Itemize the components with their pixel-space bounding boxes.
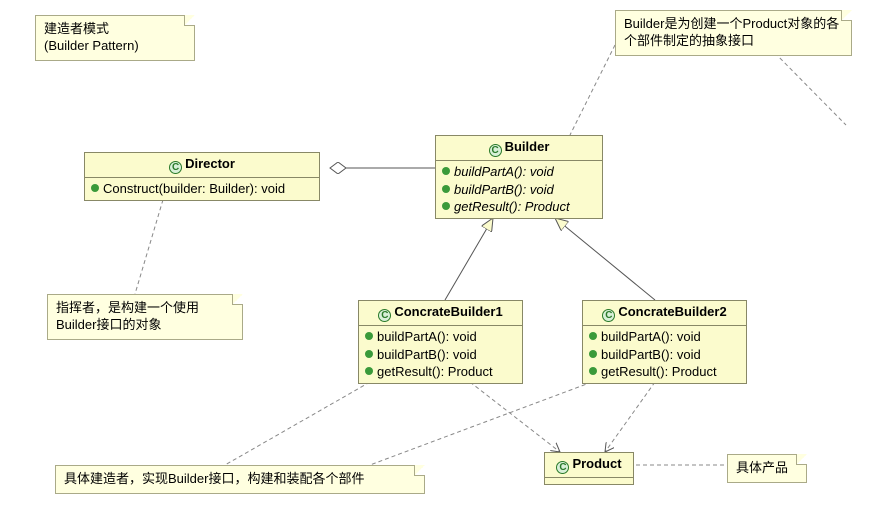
member-text: buildPartB(): void bbox=[601, 347, 701, 362]
member-text: getResult(): Product bbox=[377, 364, 493, 379]
public-icon bbox=[365, 332, 373, 340]
member-text: buildPartB(): void bbox=[454, 182, 554, 197]
public-icon bbox=[442, 185, 450, 193]
member-text: buildPartA(): void bbox=[601, 329, 701, 344]
class-cb2-name: ConcrateBuilder2 bbox=[618, 304, 726, 319]
note-director-line2: Builder接口的对象 bbox=[56, 317, 234, 334]
note-title-line2: (Builder Pattern) bbox=[44, 38, 186, 55]
edge-cb2-builder bbox=[555, 218, 655, 300]
public-icon bbox=[589, 332, 597, 340]
member: getResult(): Product bbox=[365, 363, 516, 381]
member-text: buildPartA(): void bbox=[377, 329, 477, 344]
note-builder-text: Builder是为创建一个Product对象的各个部件制定的抽象接口 bbox=[624, 16, 839, 48]
public-icon bbox=[365, 367, 373, 375]
class-director-members: Construct(builder: Builder): void bbox=[85, 178, 319, 200]
member: Construct(builder: Builder): void bbox=[91, 180, 313, 198]
class-product-name: Product bbox=[572, 456, 621, 471]
public-icon bbox=[589, 350, 597, 358]
class-cb1-members: buildPartA(): void buildPartB(): void ge… bbox=[359, 326, 522, 383]
note-title-line1: 建造者模式 bbox=[44, 21, 186, 38]
member: getResult(): Product bbox=[442, 198, 596, 216]
class-builder-name: Builder bbox=[505, 139, 550, 154]
member-text: buildPartA(): void bbox=[454, 164, 554, 179]
note-product-text: 具体产品 bbox=[736, 460, 788, 475]
class-concrate-builder2: CConcrateBuilder2 buildPartA(): void bui… bbox=[582, 300, 747, 384]
class-director-name: Director bbox=[185, 156, 235, 171]
class-product: CProduct bbox=[544, 452, 634, 485]
class-product-title: CProduct bbox=[545, 453, 633, 478]
public-icon bbox=[365, 350, 373, 358]
public-icon bbox=[442, 202, 450, 210]
note-concrete-text: 具体建造者，实现Builder接口，构建和装配各个部件 bbox=[64, 471, 364, 486]
public-icon bbox=[442, 167, 450, 175]
member-text: getResult(): Product bbox=[454, 199, 570, 214]
edge-cb1-product bbox=[470, 382, 560, 452]
member: buildPartA(): void bbox=[442, 163, 596, 181]
class-product-members bbox=[545, 478, 633, 484]
member: buildPartB(): void bbox=[589, 346, 740, 364]
class-icon: C bbox=[169, 161, 182, 174]
class-cb2-members: buildPartA(): void buildPartB(): void ge… bbox=[583, 326, 746, 383]
class-builder-members: buildPartA(): void buildPartB(): void ge… bbox=[436, 161, 602, 218]
class-builder: CBuilder buildPartA(): void buildPartB()… bbox=[435, 135, 603, 219]
class-icon: C bbox=[602, 309, 615, 322]
class-builder-title: CBuilder bbox=[436, 136, 602, 161]
link-note-builder-stub bbox=[770, 48, 846, 125]
class-cb2-title: CConcrateBuilder2 bbox=[583, 301, 746, 326]
public-icon bbox=[91, 184, 99, 192]
member: getResult(): Product bbox=[589, 363, 740, 381]
member-text: getResult(): Product bbox=[601, 364, 717, 379]
note-product: 具体产品 bbox=[727, 454, 807, 483]
class-icon: C bbox=[378, 309, 391, 322]
connectors bbox=[0, 0, 892, 530]
note-title: 建造者模式 (Builder Pattern) bbox=[35, 15, 195, 61]
note-builder: Builder是为创建一个Product对象的各个部件制定的抽象接口 bbox=[615, 10, 852, 56]
member-text: buildPartB(): void bbox=[377, 347, 477, 362]
member: buildPartB(): void bbox=[442, 181, 596, 199]
class-icon: C bbox=[489, 144, 502, 157]
note-concrete: 具体建造者，实现Builder接口，构建和装配各个部件 bbox=[55, 465, 425, 494]
link-note-cb1 bbox=[225, 382, 370, 465]
public-icon bbox=[589, 367, 597, 375]
class-director: CDirector Construct(builder: Builder): v… bbox=[84, 152, 320, 201]
member: buildPartB(): void bbox=[365, 346, 516, 364]
member: buildPartA(): void bbox=[365, 328, 516, 346]
link-note-director bbox=[135, 193, 165, 294]
note-director-line1: 指挥者，是构建一个使用 bbox=[56, 300, 234, 317]
edge-cb1-builder bbox=[445, 218, 493, 300]
class-icon: C bbox=[556, 461, 569, 474]
note-director: 指挥者，是构建一个使用 Builder接口的对象 bbox=[47, 294, 243, 340]
class-cb1-title: CConcrateBuilder1 bbox=[359, 301, 522, 326]
class-concrate-builder1: CConcrateBuilder1 buildPartA(): void bui… bbox=[358, 300, 523, 384]
member: buildPartA(): void bbox=[589, 328, 740, 346]
link-note-builder bbox=[570, 45, 615, 135]
edge-cb2-product bbox=[605, 382, 655, 452]
class-cb1-name: ConcrateBuilder1 bbox=[394, 304, 502, 319]
class-director-title: CDirector bbox=[85, 153, 319, 178]
member-text: Construct(builder: Builder): void bbox=[103, 181, 285, 196]
